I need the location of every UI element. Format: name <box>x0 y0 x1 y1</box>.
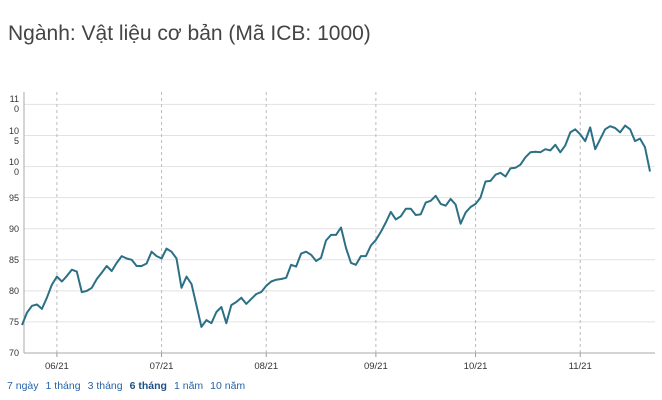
x-tick-label: 11/21 <box>569 361 592 372</box>
range-link[interactable]: 1 tháng <box>45 380 81 392</box>
range-link[interactable]: 1 năm <box>173 380 204 392</box>
x-tick-label: 07/21 <box>150 361 174 372</box>
y-tick-label: 90 <box>8 223 19 234</box>
y-tick-label: 85 <box>8 254 19 265</box>
x-tick-label: 09/21 <box>364 361 388 372</box>
y-tick-label: 80 <box>8 285 19 296</box>
range-link[interactable]: 7 ngày <box>7 380 39 392</box>
y-tick-label: 75 <box>8 316 19 327</box>
range-link[interactable]: 10 năm <box>210 380 246 392</box>
x-tick-label: 08/21 <box>254 361 278 372</box>
range-link[interactable]: 6 tháng <box>129 380 167 392</box>
range-link[interactable]: 3 tháng <box>87 380 123 392</box>
y-tick-label: 95 <box>8 192 19 203</box>
y-tick-label: 70 <box>8 348 19 358</box>
y-tick-label: 105 <box>8 125 19 146</box>
y-tick-label: 100 <box>8 156 19 177</box>
y-tick-label: 110 <box>9 94 19 115</box>
x-tick-label: 06/21 <box>45 361 69 372</box>
x-tick-label: 10/21 <box>464 361 488 372</box>
chart-title: Ngành: Vật liệu cơ bản (Mã ICB: 1000) <box>8 22 371 45</box>
range-selector: 7 ngày 1 tháng 3 tháng 6 tháng 1 năm 10 năm <box>7 380 252 392</box>
price-line <box>21 124 651 328</box>
